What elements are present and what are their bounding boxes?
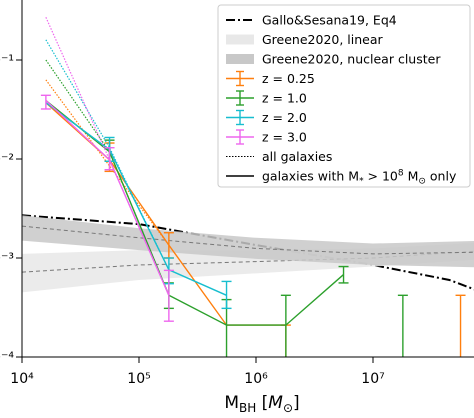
y-tick-label: 10⁻³ xyxy=(0,251,14,267)
legend-label: z = 2.0 xyxy=(262,110,307,125)
legend-swatch xyxy=(226,34,254,45)
legend-label: Greene2020, linear xyxy=(262,32,384,47)
y-tick-label: 10⁻⁴ xyxy=(0,350,14,366)
band-center xyxy=(22,225,474,255)
x-label-part: BH xyxy=(239,401,256,415)
band-center xyxy=(22,250,474,273)
legend-label: z = 0.25 xyxy=(262,71,315,86)
plot-area xyxy=(22,17,474,357)
legend-label-part: > 10 xyxy=(364,169,398,184)
x-label-part: M xyxy=(224,393,239,413)
legend-label: galaxies with M* > 108 M⊙ only xyxy=(262,169,457,187)
legend-label-part: 8 xyxy=(398,169,404,179)
legend-label: z = 3.0 xyxy=(262,130,307,145)
legend-label: Gallo&Sesana19, Eq4 xyxy=(262,13,397,28)
x-label-part: ⊙ xyxy=(283,401,293,415)
x-label-part: ] xyxy=(293,393,300,413)
legend-label: all galaxies xyxy=(262,149,332,164)
x-label-part: [ xyxy=(256,393,268,413)
legend-swatch xyxy=(226,54,254,64)
legend-label-part: only xyxy=(426,169,457,184)
x-label-part: M xyxy=(268,393,283,413)
legend: Gallo&Sesana19, Eq4 Greene2020, linear Gre… xyxy=(217,4,471,188)
x-tick-label: 10⁶ xyxy=(244,371,268,387)
legend-label-part: * xyxy=(359,177,364,187)
axes: 10⁴10⁵10⁶10⁷10⁸10⁻⁴10⁻³10⁻²10⁻¹ xyxy=(0,0,474,387)
series-line xyxy=(45,102,227,296)
legend-label-part: M xyxy=(404,169,419,184)
y-tick-label: 10⁻² xyxy=(0,152,14,168)
legend-label: z = 1.0 xyxy=(262,91,307,106)
x-tick-label: 10⁷ xyxy=(361,371,384,387)
x-tick-label: 10⁵ xyxy=(127,371,150,387)
legend-label-part: ⊙ xyxy=(418,177,426,187)
band xyxy=(22,215,474,268)
series-line xyxy=(45,99,344,326)
x-tick-label: 10⁴ xyxy=(10,371,34,387)
x-axis-label: MBH [M⊙] xyxy=(224,393,299,415)
legend-box xyxy=(217,4,471,188)
legend-label-part: galaxies with M xyxy=(262,169,359,184)
y-tick-label: 10⁻¹ xyxy=(0,53,14,69)
legend-label: Greene2020, nuclear cluster xyxy=(262,52,441,67)
